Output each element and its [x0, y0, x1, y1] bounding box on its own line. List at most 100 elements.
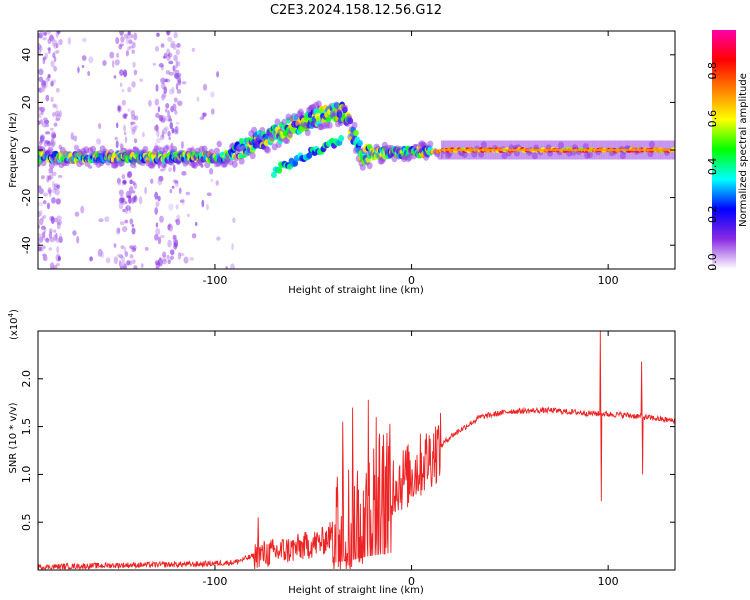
heatmap-cell [167, 257, 173, 262]
heatmap-cell [119, 69, 124, 76]
heatmap-cell [160, 234, 165, 239]
heatmap-cell [175, 218, 181, 226]
heatmap-cell [189, 257, 195, 261]
heatmap-cell [127, 31, 131, 36]
heatmap-cell [121, 174, 126, 180]
heatmap-cell [56, 184, 60, 189]
heatmap-cell [59, 232, 62, 241]
heatmap-cell [238, 137, 245, 145]
heatmap-cell [43, 192, 49, 197]
heatmap-cell [98, 218, 104, 223]
heatmap-cell [87, 71, 90, 76]
heatmap-cell [225, 265, 229, 269]
heatmap-cell [45, 131, 51, 135]
heatmap-cell [38, 120, 41, 125]
heatmap-cell [46, 175, 50, 183]
heatmap-cell [171, 86, 175, 94]
heatmap-cell [55, 87, 60, 93]
heatmap-cell [130, 180, 134, 184]
heatmap-cell [127, 108, 131, 112]
heatmap-cell [154, 45, 160, 52]
heatmap-cell [41, 122, 47, 128]
heatmap-cell [38, 87, 44, 93]
heatmap-cell [155, 201, 160, 208]
heatmap-cell [50, 60, 55, 68]
heatmap-cell [48, 34, 55, 41]
x-tick-label: 0 [408, 274, 415, 287]
heatmap-cell [180, 141, 184, 149]
heatmap-cell [157, 236, 162, 245]
heatmap-cell [38, 233, 43, 237]
heatmap-cell [157, 195, 161, 202]
heatmap-cell [133, 265, 138, 269]
heatmap-cell [46, 202, 51, 210]
snr-y-ticks: 0.5 1.0 1.5 2.0 [20, 370, 675, 531]
heatmap-cell [38, 218, 44, 226]
heatmap-cell [123, 33, 128, 39]
heatmap-cell [40, 159, 47, 167]
heatmap-cell [38, 76, 44, 83]
heatmap-cell [177, 252, 182, 260]
heatmap-cell [155, 227, 161, 236]
heatmap-cell [177, 81, 181, 85]
heatmap-cell [49, 262, 55, 269]
heatmap-cell [116, 227, 121, 235]
heatmap-cell [48, 47, 51, 55]
heatmap-cell [55, 49, 59, 54]
heatmap-cell [216, 71, 220, 78]
heatmap-cell [105, 257, 111, 264]
heatmap-cell [45, 94, 50, 102]
heatmap-cell [213, 147, 220, 155]
heatmap-cell [51, 133, 57, 139]
heatmap-cell [38, 246, 42, 252]
heatmap-cell [230, 263, 235, 269]
heatmap-cell [41, 231, 46, 239]
heatmap-cell [181, 81, 187, 85]
heatmap-cell [171, 146, 178, 154]
heatmap-cell [165, 102, 170, 109]
heatmap-cell [156, 113, 160, 118]
x-tick-label: 100 [598, 274, 619, 287]
spectrogram-x-label: Height of straight line (km) [288, 285, 424, 296]
heatmap-cell [38, 107, 43, 115]
heatmap-cell [111, 60, 115, 68]
heatmap-cell [179, 252, 185, 257]
heatmap-cell [118, 197, 124, 204]
heatmap-cell [128, 206, 132, 214]
heatmap-cell [163, 86, 168, 94]
heatmap-cell [48, 228, 53, 234]
heatmap-cell [54, 189, 60, 196]
colorbar-ticks: 0.0 0.2 0.4 0.6 0.8 [706, 62, 719, 271]
heatmap-cell [56, 245, 60, 254]
heatmap-cell [53, 183, 59, 187]
heatmap-cell [162, 145, 169, 153]
heatmap-cell [155, 83, 159, 92]
heatmap-cell [165, 78, 171, 83]
heatmap-cell [160, 43, 165, 48]
heatmap-cell [58, 38, 63, 46]
heatmap-cell [81, 37, 87, 43]
heatmap-cell [50, 216, 55, 225]
snr-y-label: SNR (10 * v/v) [8, 402, 19, 473]
heatmap-cell [39, 31, 44, 36]
heatmap-cell [131, 41, 136, 49]
heatmap-cell [264, 146, 271, 154]
heatmap-cell [113, 243, 117, 248]
heatmap-cell [153, 145, 160, 153]
heatmap-cell [480, 141, 487, 149]
heatmap-cell [129, 254, 134, 259]
heatmap-cell [41, 110, 44, 116]
heatmap-cell [52, 171, 57, 177]
heatmap-cell [121, 256, 125, 262]
heatmap-cell [169, 188, 173, 194]
heatmap-cell [39, 134, 45, 142]
heatmap-cell [154, 207, 158, 215]
colorbar-tick-label: 0.2 [706, 205, 719, 223]
heatmap-cell [196, 96, 200, 102]
heatmap-cell [292, 160, 299, 167]
heatmap-cell [176, 42, 181, 48]
heatmap-cell [123, 124, 126, 132]
heatmap-cell [53, 229, 57, 233]
heatmap-cell [73, 135, 78, 142]
